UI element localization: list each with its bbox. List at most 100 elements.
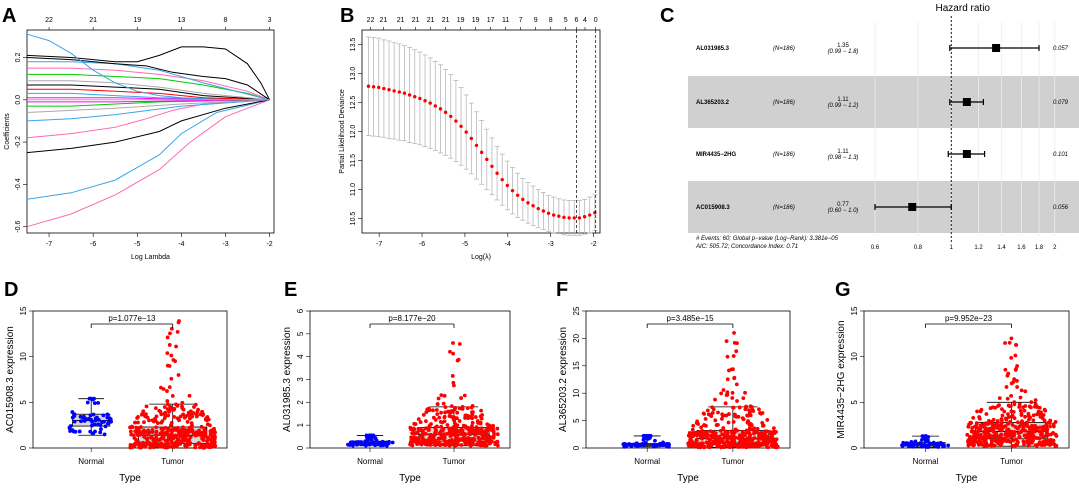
- y-tick-label: 0.2: [15, 53, 22, 63]
- tumor-point: [170, 394, 175, 398]
- tumor-point: [979, 435, 984, 440]
- tumor-point: [416, 426, 421, 431]
- tumor-point: [733, 414, 738, 419]
- tumor-point: [732, 376, 737, 381]
- tumor-point: [1012, 432, 1016, 437]
- tumor-point: [154, 432, 159, 437]
- gene-label: AC015908.3: [696, 205, 730, 211]
- tumor-point: [752, 431, 756, 436]
- tumor-point: [732, 331, 736, 335]
- tumor-point: [150, 430, 155, 434]
- tumor-point: [443, 439, 448, 444]
- tumor-point: [704, 429, 709, 434]
- tumor-point: [463, 432, 467, 437]
- tumor-point: [439, 410, 443, 415]
- tumor-point: [413, 439, 418, 444]
- tumor-point: [174, 344, 178, 349]
- tumor-point: [424, 410, 429, 415]
- hr-marker: [962, 98, 971, 106]
- tumor-point: [686, 441, 691, 446]
- tumor-point: [495, 426, 500, 431]
- tumor-point: [162, 405, 167, 409]
- x-tick-label: 2: [1053, 245, 1057, 251]
- tumor-point: [421, 440, 425, 445]
- tumor-point: [1031, 413, 1036, 418]
- tumor-point: [718, 428, 723, 433]
- p-value-label: 0.056: [1053, 205, 1069, 211]
- tumor-point: [1004, 385, 1009, 389]
- x-tick-label: -5: [462, 241, 468, 248]
- normal-point: [89, 396, 94, 401]
- normal-point: [658, 441, 662, 446]
- tumor-point: [991, 429, 996, 434]
- tumor-point: [969, 429, 974, 434]
- y-axis-label: AL031985.3 expression: [282, 327, 293, 432]
- tumor-point: [1003, 341, 1007, 345]
- tumor-point: [1027, 404, 1032, 409]
- normal-point: [92, 401, 97, 406]
- deviance-point: [464, 130, 468, 134]
- tumor-point: [453, 434, 458, 439]
- y-tick-label: 10.5: [350, 212, 357, 226]
- p-value-label: p=8.177e−20: [388, 314, 436, 323]
- x-tick-label: 1.6: [1017, 245, 1026, 251]
- tumor-point: [442, 414, 447, 419]
- tumor-point: [146, 432, 150, 437]
- tumor-point: [755, 426, 760, 431]
- tumor-point: [727, 368, 731, 373]
- tumor-point: [167, 343, 172, 347]
- tumor-point: [743, 407, 748, 412]
- tumor-point: [750, 407, 755, 412]
- tumor-point: [761, 423, 765, 428]
- x-tick-label: Tumor: [1000, 457, 1023, 466]
- tumor-point: [732, 430, 737, 435]
- normal-point: [653, 438, 657, 443]
- tumor-point: [972, 429, 977, 434]
- tumor-point: [756, 431, 761, 436]
- normal-point: [645, 437, 650, 441]
- tumor-point: [160, 419, 165, 424]
- tumor-point: [1054, 443, 1059, 448]
- normal-point: [91, 412, 96, 417]
- tumor-point: [1028, 415, 1033, 420]
- tumor-point: [128, 443, 133, 447]
- tumor-point: [166, 443, 171, 448]
- deviance-point: [521, 197, 525, 202]
- tumor-point: [429, 422, 433, 426]
- tumor-point: [1042, 424, 1047, 429]
- tumor-point: [1022, 433, 1027, 438]
- tumor-point: [140, 412, 145, 416]
- x-tick-label: Normal: [78, 457, 104, 466]
- hr-label: 1.11: [837, 97, 849, 103]
- normal-point: [105, 412, 110, 417]
- tumor-point: [1049, 438, 1054, 442]
- tumor-point: [173, 433, 178, 438]
- tumor-point: [485, 428, 490, 433]
- normal-point: [70, 428, 75, 433]
- tumor-point: [1042, 427, 1047, 432]
- tumor-point: [979, 440, 983, 445]
- panel-e-al031985-expression: 0 1 2 3 4 5 6 Normal Tumor Type AL031985.3 express…: [282, 308, 511, 484]
- y-tick-label: 5: [850, 400, 859, 405]
- normal-point: [373, 436, 378, 441]
- x-tick-label: 1.8: [1035, 245, 1044, 251]
- coef-path-2: [26, 99, 270, 200]
- tumor-point: [1048, 420, 1052, 425]
- tumor-point: [154, 438, 159, 442]
- tumor-point: [462, 393, 467, 398]
- tumor-point: [180, 400, 185, 405]
- deviance-point: [459, 124, 463, 128]
- ci-label: (0.98 − 1.3): [828, 155, 859, 161]
- tumor-point: [730, 396, 735, 400]
- tumor-point: [468, 443, 473, 448]
- tumor-point: [1048, 424, 1052, 429]
- top-tick-label: 3: [268, 17, 272, 24]
- normal-point: [77, 429, 82, 434]
- tumor-point: [491, 423, 495, 428]
- tumor-point: [1035, 412, 1039, 417]
- tumor-point: [159, 441, 164, 446]
- y-axis-label: Coefficients: [4, 113, 11, 150]
- tumor-point: [172, 414, 177, 419]
- tumor-point: [740, 430, 745, 434]
- tumor-point: [741, 396, 746, 401]
